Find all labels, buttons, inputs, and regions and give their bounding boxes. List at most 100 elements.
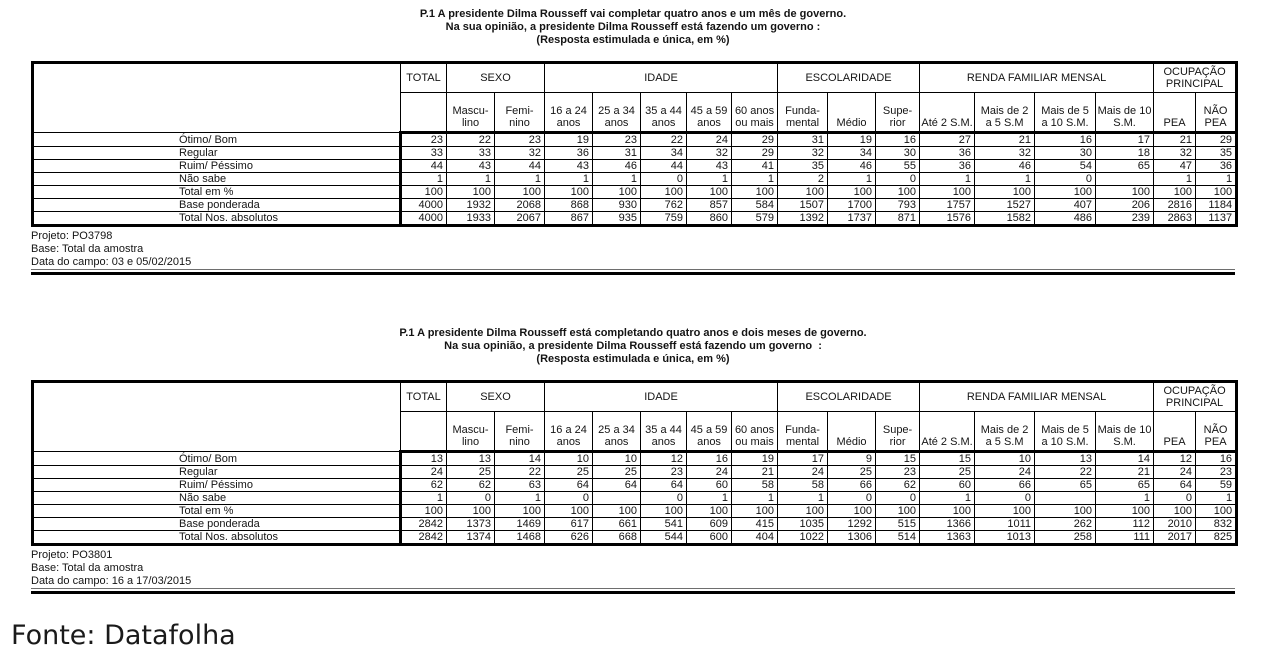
data-cell: 23 <box>400 132 447 147</box>
data-cell: 0 <box>1153 491 1197 505</box>
table-row: Ruim/ Péssimo 62 62 63 64 64 64 60 58 58 66 62 60 66 6… <box>32 478 1238 492</box>
data-cell: 1 <box>493 491 546 505</box>
data-cell: 100 <box>1153 185 1197 199</box>
table-row: Ótimo/ Bom 23 22 23 19 23 22 24 29 31 19 16 27 21 16 17… <box>32 132 1238 147</box>
data-cell: 43 <box>544 159 594 173</box>
data-cell: 19 <box>544 132 594 147</box>
row-label: Base ponderada <box>32 198 402 212</box>
data-cell: 16 <box>1195 451 1238 466</box>
column-group-idade: IDADE <box>544 381 779 412</box>
data-cell: 32 <box>493 146 546 160</box>
table-row: Base ponderada 2842 1373 1469 617 661 541 609 41… <box>32 517 1238 531</box>
column-group-renda: RENDA FAMILIAR MENSAL <box>919 62 1155 93</box>
column-header-pea: PEA <box>1153 411 1197 453</box>
data-cell: 1757 <box>919 198 976 212</box>
row-label: Base ponderada <box>32 517 402 531</box>
data-cell: 2816 <box>1153 198 1197 212</box>
data-cell: 0 <box>640 491 688 505</box>
data-cell: 30 <box>875 146 921 160</box>
report-title-line: P.1 A presidente Dilma Rousseff vai comp… <box>419 8 847 20</box>
data-cell: 14 <box>493 451 546 466</box>
row-label-header <box>32 381 401 452</box>
data-cell: 66 <box>827 478 877 492</box>
data-cell: 64 <box>1153 478 1197 492</box>
data-cell: 262 <box>1034 517 1097 531</box>
data-cell: 34 <box>640 146 688 160</box>
column-header-16a24: 16 a 24 anos <box>544 411 594 453</box>
data-cell: 33 <box>446 146 495 160</box>
data-cell: 24 <box>400 465 447 479</box>
data-cell: 62 <box>446 478 495 492</box>
data-cell: 64 <box>640 478 688 492</box>
data-cell: 1 <box>400 172 447 186</box>
data-campo-label: Data do campo: 16 a 17/03/2015 <box>31 575 192 587</box>
column-group-idade: IDADE <box>544 62 779 93</box>
data-cell: 2017 <box>1153 530 1197 545</box>
row-label: Regular <box>32 146 402 160</box>
data-cell: 66 <box>974 478 1036 492</box>
data-cell: 857 <box>686 198 733 212</box>
data-cell: 21 <box>974 132 1036 147</box>
data-cell: 17 <box>1095 132 1155 147</box>
data-cell: 100 <box>544 504 594 518</box>
data-cell: 930 <box>592 198 642 212</box>
data-cell: 100 <box>1095 185 1155 199</box>
column-header-masculino: Mascu- lino <box>446 411 495 453</box>
data-cell: 23 <box>1195 465 1238 479</box>
table-row: Total Nos. absolutos 4000 1933 2067 867 935 75… <box>32 211 1238 226</box>
data-cell: 25 <box>827 465 877 479</box>
data-cell: 13 <box>400 451 447 466</box>
data-cell: 860 <box>686 211 733 226</box>
data-cell: 100 <box>875 185 921 199</box>
data-cell: 1137 <box>1195 211 1238 226</box>
data-cell: 1 <box>544 172 594 186</box>
data-cell: 415 <box>731 517 779 531</box>
report-title-line: P.1 A presidente Dilma Rousseff está com… <box>399 327 867 339</box>
data-cell: 100 <box>640 185 688 199</box>
data-cell: 668 <box>592 530 642 545</box>
data-cell: 1 <box>1095 491 1155 505</box>
column-header-25a34: 25 a 34 anos <box>592 92 642 134</box>
data-cell: 100 <box>686 185 733 199</box>
table-row: Ruim/ Péssimo 44 43 44 43 46 44 43 41 35 46 55 36 46 5… <box>32 159 1238 173</box>
data-cell: 14 <box>1095 451 1155 466</box>
data-cell: 46 <box>974 159 1036 173</box>
column-header-medio: Médio <box>827 411 877 453</box>
data-cell: 617 <box>544 517 594 531</box>
data-cell: 1373 <box>446 517 495 531</box>
row-label: Ótimo/ Bom <box>32 132 402 147</box>
data-cell: 100 <box>493 185 546 199</box>
data-cell: 100 <box>1034 185 1097 199</box>
report-title: P.1 A presidente Dilma Rousseff está com… <box>31 327 1235 366</box>
column-header-superior: Supe- rior <box>875 411 921 453</box>
data-cell: 1 <box>1153 172 1197 186</box>
data-cell: 100 <box>400 185 447 199</box>
column-header-naopea: NÃO PEA <box>1195 92 1238 134</box>
data-cell: 2842 <box>400 517 447 531</box>
data-cell: 0 <box>875 491 921 505</box>
data-cell: 832 <box>1195 517 1238 531</box>
data-cell: 23 <box>592 132 642 147</box>
divider-thin <box>31 269 1235 270</box>
data-cell: 34 <box>827 146 877 160</box>
data-cell: 1292 <box>827 517 877 531</box>
column-header-superior: Supe- rior <box>875 92 921 134</box>
data-cell: 1700 <box>827 198 877 212</box>
column-group-sexo: SEXO <box>445 62 546 93</box>
column-header-5a10sm: Mais de 5 a 10 S.M. <box>1034 92 1097 134</box>
data-cell: 47 <box>1153 159 1197 173</box>
data-cell: 2068 <box>493 198 546 212</box>
data-cell: 239 <box>1095 211 1155 226</box>
data-cell: 100 <box>731 185 779 199</box>
table-footer: Projeto: PO3801 Base: Total da amostra D… <box>31 549 1235 594</box>
data-cell: 21 <box>1153 132 1197 147</box>
data-cell: 100 <box>640 504 688 518</box>
data-cell: 0 <box>1034 172 1097 186</box>
data-cell: 871 <box>875 211 921 226</box>
data-cell: 2 <box>777 172 829 186</box>
data-cell: 759 <box>640 211 688 226</box>
data-cell: 935 <box>592 211 642 226</box>
data-cell: 1 <box>592 172 642 186</box>
data-cell: 1374 <box>446 530 495 545</box>
row-label: Ótimo/ Bom <box>32 451 402 466</box>
